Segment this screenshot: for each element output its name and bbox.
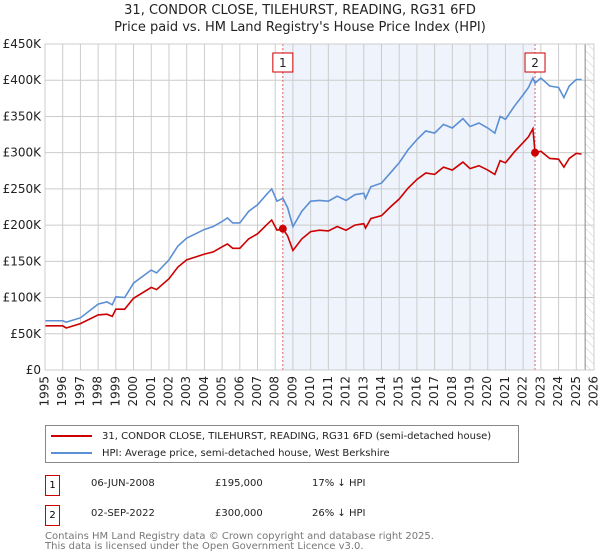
chart-subtitle: Price paid vs. HM Land Registry's House …	[114, 20, 486, 35]
sale-date: 06-JUN-2008	[91, 478, 155, 489]
x-tick-label: 2006	[232, 376, 246, 407]
y-tick-label: £200K	[3, 218, 43, 232]
plot-area: 1995 1996 1997 1998 1999 2000 2001 2002 2003 2004…	[3, 37, 600, 407]
x-tick-label: 2020	[480, 376, 494, 407]
x-tick-label: 1995	[38, 376, 52, 407]
y-tick-label: £100K	[3, 291, 43, 305]
x-tick-label: 2021	[498, 376, 512, 407]
y-tick-label: £350K	[3, 109, 43, 123]
x-tick-label: 2005	[215, 376, 229, 407]
legend-item-property: 31, CONDOR CLOSE, TILEHURST, READING, RG…	[46, 428, 491, 444]
x-tick-label: 2001	[144, 376, 158, 407]
sale-date: 02-SEP-2022	[91, 508, 155, 519]
y-tick-label: £50K	[10, 327, 42, 341]
sale-point	[531, 148, 540, 157]
x-tick-label: 2008	[268, 376, 282, 407]
x-tick-label: 2009	[285, 376, 299, 407]
x-tick-label: 2026	[587, 376, 600, 407]
sale-marker-badge: 1	[45, 475, 60, 496]
sale-label: 1	[279, 56, 287, 70]
ownership-shade	[282, 44, 536, 370]
x-tick-label: 2022	[516, 376, 530, 407]
y-tick-label: £150K	[3, 254, 43, 268]
legend-label: HPI: Average price, semi-detached house,…	[102, 447, 390, 459]
x-tick-label: 2002	[161, 376, 175, 407]
y-tick-label: £450K	[3, 37, 43, 51]
x-tick-label: 2007	[250, 376, 264, 407]
x-tick-label: 2015	[392, 376, 406, 407]
x-tick-label: 2012	[339, 376, 353, 407]
footer: Contains HM Land Registry data © Crown c…	[45, 532, 434, 552]
series-line-hpi	[45, 76, 582, 324]
x-tick-label: 2017	[427, 376, 441, 407]
x-tick-label: 1999	[108, 376, 122, 407]
forecast-hatch	[585, 44, 594, 370]
x-tick-label: 2016	[409, 376, 423, 407]
x-tick-label: 2023	[533, 376, 547, 407]
chart-title: 31, CONDOR CLOSE, TILEHURST, READING, RG…	[124, 3, 476, 18]
legend: 31, CONDOR CLOSE, TILEHURST, READING, RG…	[45, 425, 519, 463]
x-tick-label: 2025	[569, 376, 583, 407]
sale-point	[278, 224, 287, 233]
x-tick-label: 2004	[197, 376, 211, 407]
y-tick-label: £400K	[3, 73, 43, 87]
footer-line: Contains HM Land Registry data © Crown c…	[45, 531, 434, 542]
y-tick-label: £0	[26, 363, 41, 377]
sale-price: £300,000	[215, 508, 263, 519]
footer-line: This data is licensed under the Open Gov…	[45, 541, 364, 552]
legend-swatch-blue	[51, 452, 92, 454]
x-tick-label: 2000	[126, 376, 140, 407]
sale-label-box	[524, 52, 546, 73]
legend-item-hpi: HPI: Average price, semi-detached house,…	[46, 445, 390, 461]
sale-price: £195,000	[215, 478, 263, 489]
legend-label: 31, CONDOR CLOSE, TILEHURST, READING, RG…	[102, 430, 492, 442]
series-line-property	[45, 126, 582, 329]
x-tick-label: 2018	[445, 376, 459, 407]
x-tick-label: 2024	[551, 376, 565, 407]
x-tick-label: 2014	[374, 376, 388, 407]
x-tick-label: 2019	[463, 376, 477, 407]
y-tick-label: £250K	[3, 182, 43, 196]
x-tick-label: 2010	[303, 376, 317, 407]
sale-hpi-delta: 26% ↓ HPI	[312, 508, 366, 519]
y-tick-label: £300K	[3, 146, 43, 160]
x-tick-label: 1996	[55, 376, 69, 407]
x-tick-label: 1997	[73, 376, 87, 407]
sale-label: 2	[531, 56, 539, 70]
sale-marker-badge: 2	[45, 505, 60, 526]
legend-swatch-red	[51, 435, 92, 437]
x-tick-label: 1998	[91, 376, 105, 407]
sale-hpi-delta: 17% ↓ HPI	[312, 478, 366, 489]
sale-label-box	[272, 52, 294, 73]
x-tick-label: 2011	[321, 376, 335, 407]
x-tick-label: 2003	[179, 376, 193, 407]
x-tick-label: 2013	[356, 376, 370, 407]
plot-border	[44, 43, 595, 371]
